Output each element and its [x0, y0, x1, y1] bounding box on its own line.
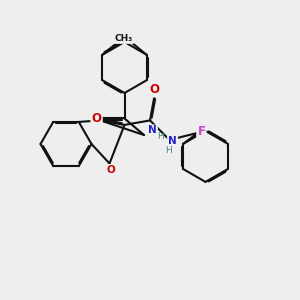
Text: F: F	[197, 125, 206, 138]
Text: O: O	[106, 165, 116, 175]
Text: CH₃: CH₃	[115, 34, 134, 43]
Text: O: O	[92, 112, 102, 125]
Text: N: N	[168, 136, 177, 146]
Text: H: H	[165, 146, 171, 155]
Text: N: N	[148, 125, 157, 136]
Text: O: O	[149, 83, 160, 96]
Text: H: H	[157, 132, 164, 141]
Text: CH₃: CH₃	[114, 34, 133, 43]
